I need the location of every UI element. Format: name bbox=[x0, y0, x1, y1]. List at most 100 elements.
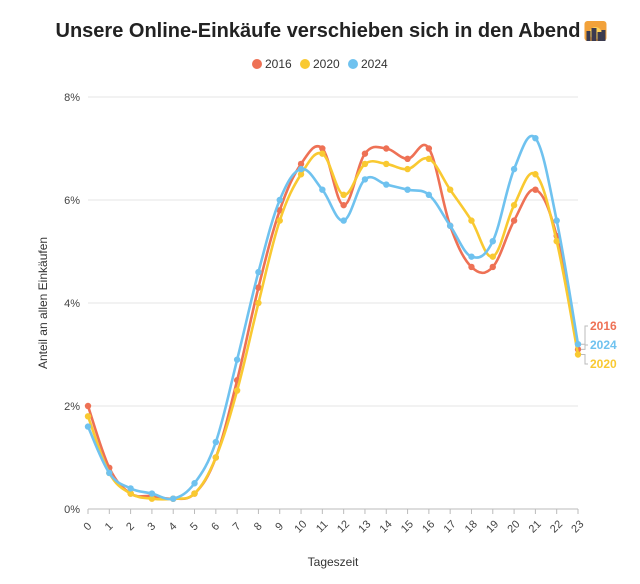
data-point bbox=[255, 284, 262, 291]
end-label-text: 2020 bbox=[590, 357, 617, 371]
end-label-2016: 2016 bbox=[581, 319, 617, 350]
legend-marker bbox=[300, 59, 310, 69]
data-point bbox=[446, 222, 454, 229]
end-label-2024: 2024 bbox=[581, 338, 617, 352]
data-point bbox=[361, 176, 369, 183]
series-2024 bbox=[84, 134, 582, 502]
grid-lines bbox=[88, 96, 578, 510]
data-point bbox=[297, 171, 305, 178]
legend-label: 2016 bbox=[265, 57, 292, 71]
data-point bbox=[510, 165, 518, 173]
legend-item-2016: 2016 bbox=[252, 57, 292, 71]
data-point bbox=[255, 268, 262, 276]
y-tick-label: 0% bbox=[64, 504, 80, 516]
y-tick-label: 2% bbox=[64, 401, 80, 413]
data-point bbox=[297, 160, 305, 168]
x-tick-label: 2 bbox=[124, 520, 137, 533]
chart-title-group: Unsere Online-Einkäufe verschieben sich … bbox=[56, 20, 607, 42]
data-point bbox=[553, 217, 560, 224]
data-point bbox=[510, 217, 518, 224]
data-point bbox=[361, 150, 369, 157]
data-point bbox=[574, 351, 582, 358]
data-point bbox=[276, 196, 283, 204]
end-label-text: 2016 bbox=[590, 319, 617, 333]
data-point bbox=[425, 191, 433, 199]
data-point bbox=[489, 238, 496, 245]
legend-marker bbox=[348, 59, 358, 69]
x-tick-label: 1 bbox=[103, 520, 116, 533]
x-tick-label: 19 bbox=[484, 518, 501, 535]
data-point bbox=[468, 263, 475, 271]
legend-marker bbox=[252, 59, 262, 69]
legend-label: 2020 bbox=[313, 57, 340, 71]
data-point bbox=[446, 186, 454, 193]
data-point bbox=[340, 201, 347, 209]
x-tick-label: 12 bbox=[335, 518, 352, 535]
data-point bbox=[532, 186, 539, 193]
chart-title: Unsere Online-Einkäufe verschieben sich … bbox=[56, 20, 581, 42]
data-point bbox=[127, 485, 134, 492]
data-point bbox=[84, 423, 92, 430]
data-point bbox=[340, 191, 347, 199]
data-point bbox=[84, 413, 92, 420]
data-point bbox=[383, 145, 390, 152]
data-point bbox=[425, 145, 433, 152]
data-point bbox=[106, 469, 113, 477]
series-layer bbox=[84, 134, 582, 502]
legend-item-2024: 2024 bbox=[348, 57, 388, 71]
x-tick-label: 13 bbox=[356, 518, 373, 535]
x-tick-label: 22 bbox=[548, 518, 565, 535]
data-point bbox=[553, 238, 560, 245]
data-point bbox=[148, 495, 156, 502]
data-point bbox=[84, 402, 92, 410]
x-tick-label: 15 bbox=[399, 518, 416, 535]
data-point bbox=[468, 253, 475, 260]
series-line bbox=[86, 134, 580, 501]
data-point bbox=[489, 253, 496, 260]
data-point bbox=[383, 181, 390, 188]
x-tick-label: 21 bbox=[527, 518, 544, 535]
x-tick-label: 5 bbox=[188, 520, 201, 533]
chart-legend: 2016 2020 2024 bbox=[252, 57, 388, 71]
x-axis-title: Tageszeit bbox=[308, 555, 359, 569]
data-point bbox=[212, 438, 220, 446]
data-point bbox=[468, 217, 475, 224]
series-2020 bbox=[84, 150, 582, 502]
legend-label: 2024 bbox=[361, 57, 388, 71]
data-point bbox=[319, 145, 326, 152]
x-tick-label: 3 bbox=[145, 520, 158, 533]
data-point bbox=[191, 480, 198, 487]
data-point bbox=[532, 135, 539, 142]
x-tick-label: 6 bbox=[209, 520, 222, 533]
y-tick-label: 8% bbox=[64, 92, 80, 104]
x-tick-label: 16 bbox=[420, 518, 437, 535]
data-point bbox=[212, 454, 220, 461]
data-point bbox=[574, 341, 582, 348]
data-point bbox=[233, 356, 241, 363]
data-point bbox=[127, 490, 134, 497]
data-point bbox=[191, 490, 198, 497]
data-point bbox=[297, 165, 305, 173]
legend-item-2020: 2020 bbox=[300, 57, 340, 71]
x-tick-label: 11 bbox=[314, 519, 331, 536]
data-point bbox=[233, 387, 241, 394]
y-tick-label: 4% bbox=[64, 298, 80, 310]
x-tick-label: 14 bbox=[378, 518, 395, 535]
data-point bbox=[404, 186, 411, 193]
x-tick-label: 17 bbox=[441, 518, 458, 535]
data-point bbox=[319, 186, 326, 193]
data-point bbox=[276, 217, 283, 224]
x-tick-label: 0 bbox=[81, 520, 94, 533]
y-tick-label: 6% bbox=[64, 195, 80, 207]
end-label-connector bbox=[581, 354, 588, 365]
x-tick-label: 9 bbox=[273, 520, 286, 533]
data-point bbox=[340, 217, 347, 224]
y-axis-ticks: 0% 2% 4% 6% 8% bbox=[64, 92, 80, 516]
data-point bbox=[319, 150, 326, 157]
data-point bbox=[255, 299, 262, 307]
x-tick-label: 4 bbox=[167, 520, 180, 533]
series-2016 bbox=[84, 143, 582, 502]
data-point bbox=[532, 171, 539, 178]
data-point bbox=[510, 201, 518, 209]
